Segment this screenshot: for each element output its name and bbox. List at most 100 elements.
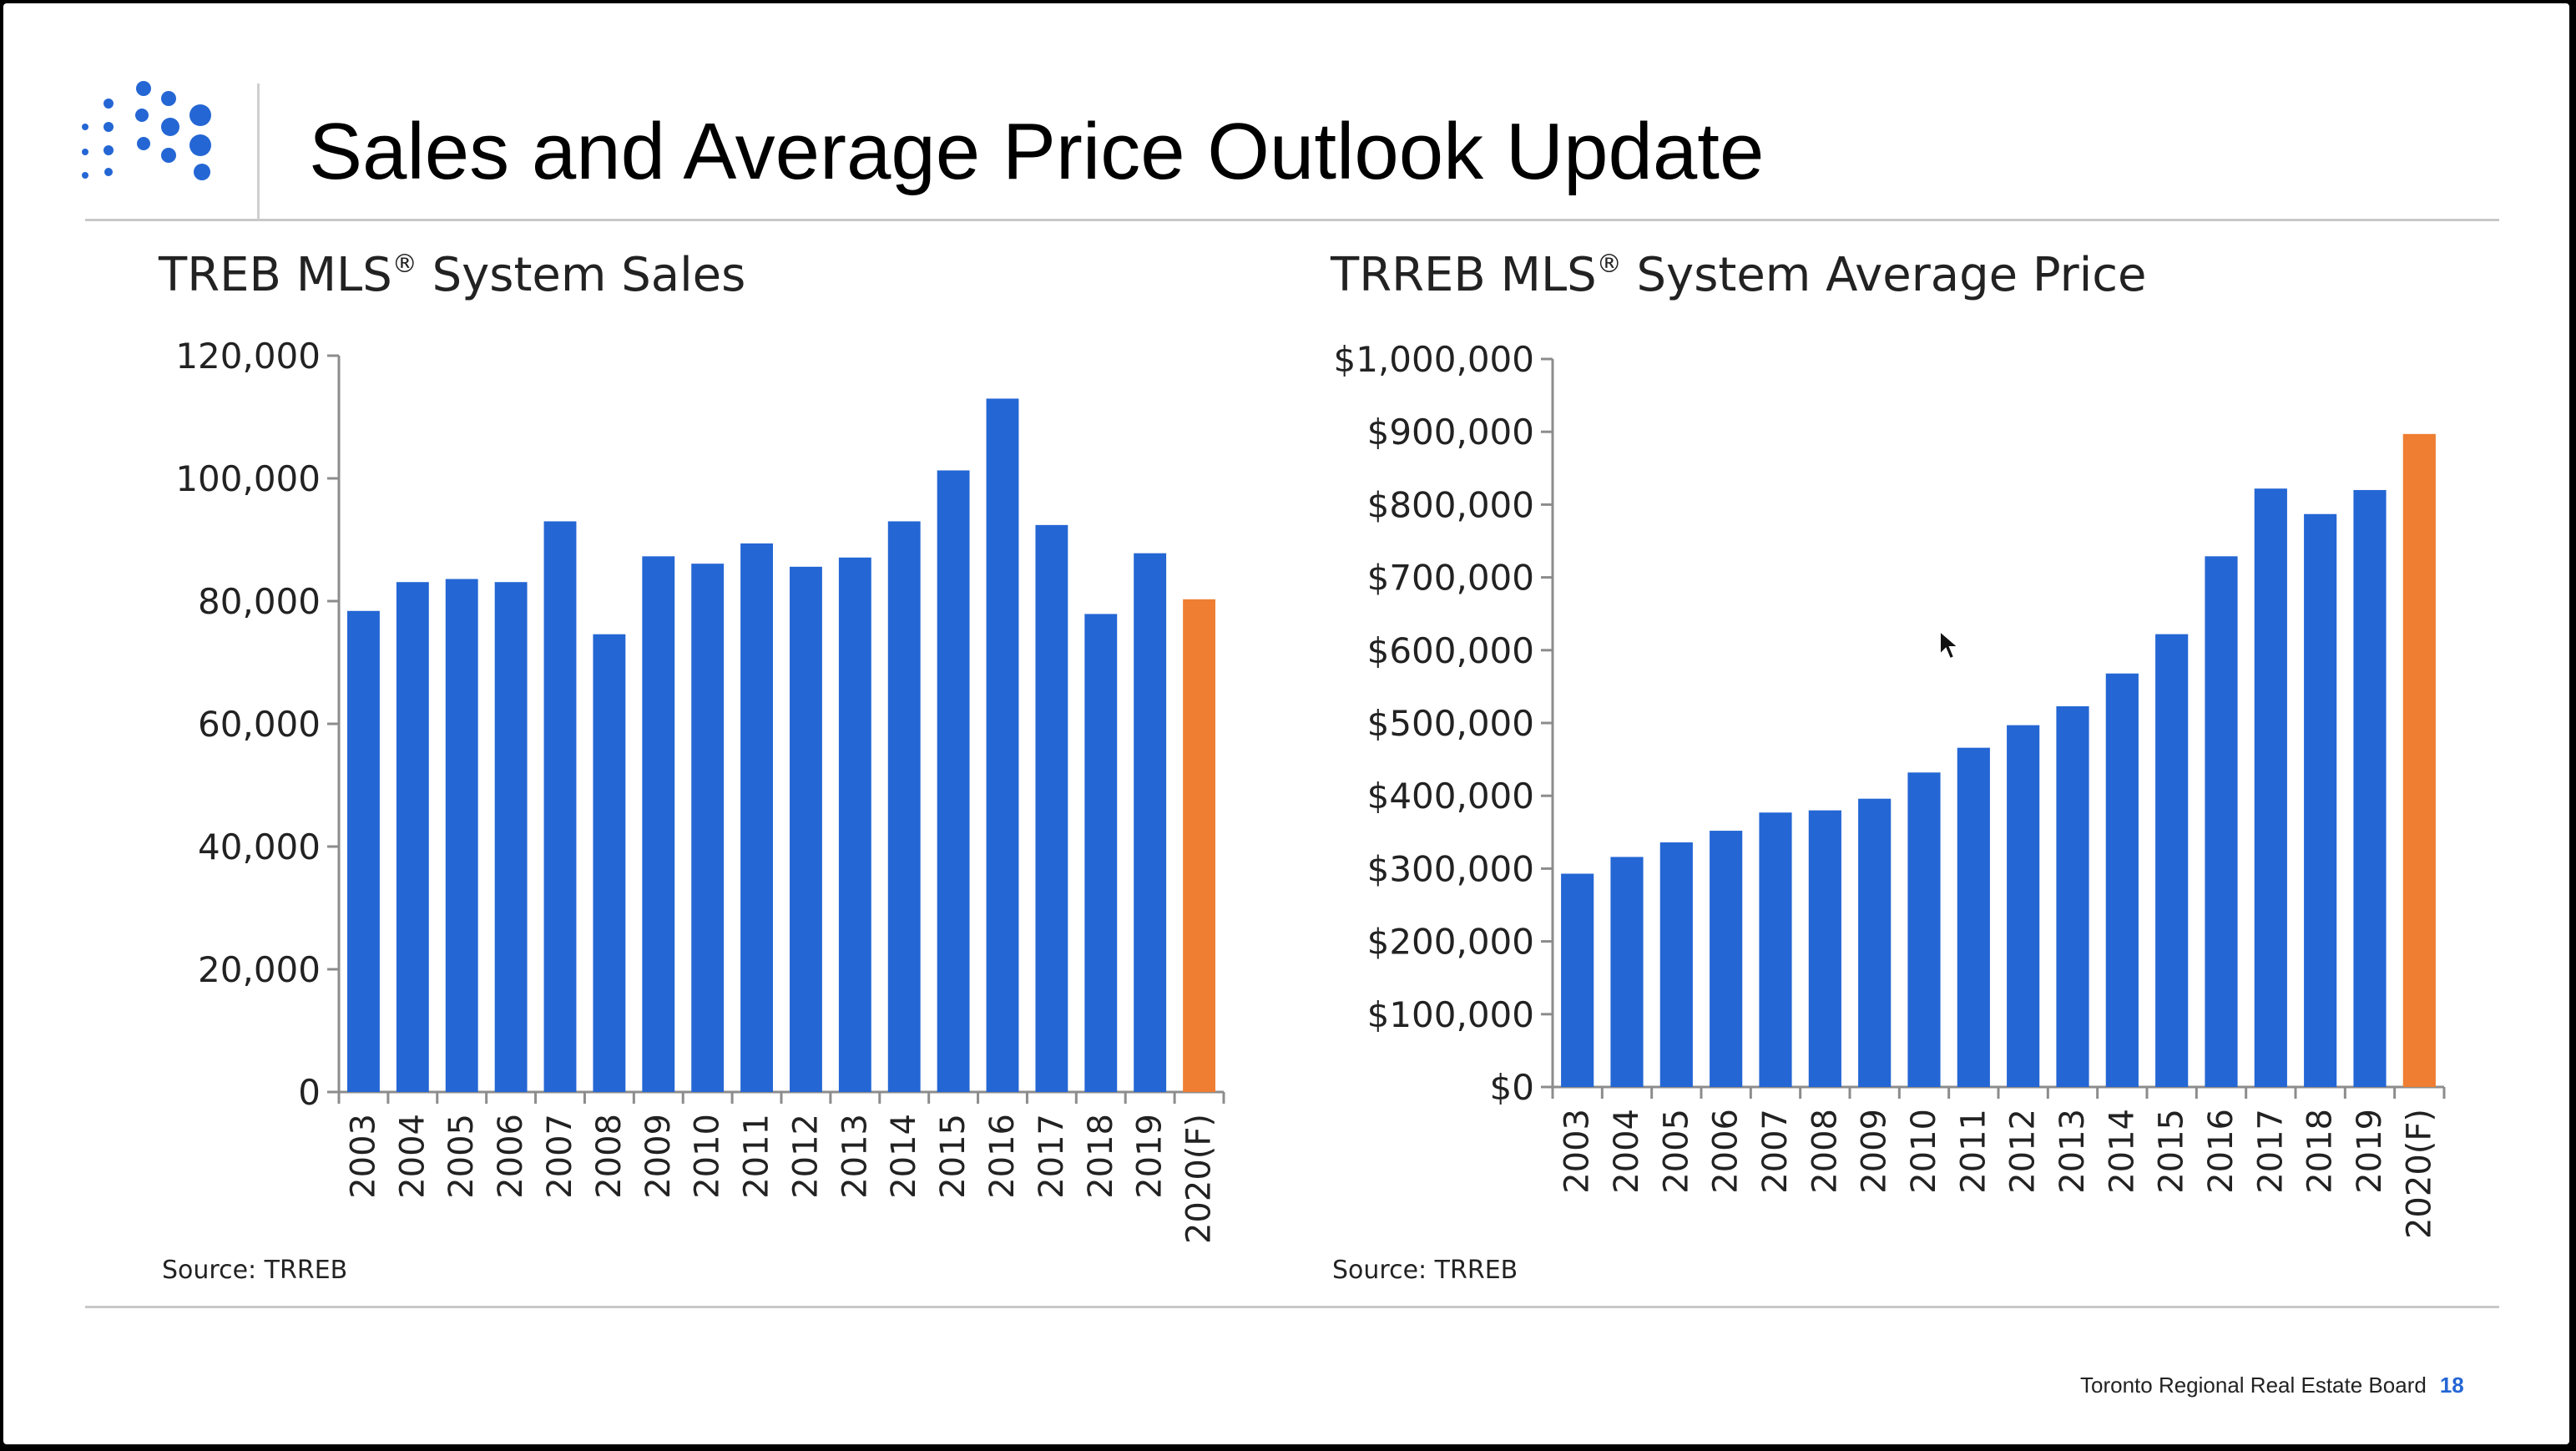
- sales-bar-2019: [1134, 553, 1167, 1092]
- sales-x-tick-label: 2019: [1131, 1114, 1169, 1199]
- price-chart-title-rest: System Average Price: [1621, 248, 2147, 302]
- sales-chart-title-main: TREB MLS: [159, 248, 392, 302]
- footer-organization: Toronto Regional Real Estate Board: [2080, 1373, 2427, 1398]
- sales-chart-title: TREB MLS® System Sales: [159, 252, 745, 299]
- sales-bar-2003: [347, 610, 380, 1092]
- sales-bar-2015: [937, 470, 970, 1092]
- dot-grid-logo-icon: [82, 81, 211, 180]
- sales-x-tick-label: 2005: [442, 1114, 481, 1199]
- price-bar-2018: [2304, 513, 2337, 1087]
- sales-y-tick-label: 120,000: [175, 336, 321, 377]
- price-x-tick-label: 2009: [1856, 1109, 1894, 1194]
- price-bar-2016: [2205, 556, 2238, 1087]
- price-y-tick-label: $700,000: [1367, 558, 1534, 599]
- sales-y-tick-label: 20,000: [198, 949, 321, 990]
- sales-bar-2004: [396, 582, 429, 1092]
- price-bar-2017: [2254, 488, 2287, 1087]
- sales-bar-2012: [790, 566, 822, 1092]
- price-x-tick-label: 2019: [2351, 1109, 2389, 1194]
- sales-x-tick-label: 2013: [836, 1114, 874, 1199]
- sales-bar-2011: [740, 543, 773, 1092]
- page-number: 18: [2439, 1373, 2464, 1398]
- sales-bar-2010: [691, 564, 725, 1092]
- price-y-tick-label: $0: [1490, 1067, 1534, 1108]
- price-x-tick-label: 2014: [2103, 1109, 2141, 1194]
- sales-x-tick-label: 2018: [1082, 1114, 1120, 1199]
- price-chart-title-main: TRREB MLS: [1331, 248, 1597, 302]
- price-x-tick-label: 2012: [2004, 1109, 2043, 1194]
- sales-x-tick-label: 2009: [639, 1114, 678, 1199]
- price-bar-2020(F): [2402, 433, 2436, 1087]
- price-bar-2005: [1659, 842, 1693, 1087]
- sales-x-tick-label: 2017: [1033, 1114, 1071, 1199]
- sales-bar-2013: [838, 557, 871, 1092]
- sales-x-tick-label: 2007: [541, 1114, 579, 1199]
- price-bar-2007: [1759, 812, 1792, 1087]
- price-x-tick-label: 2006: [1707, 1109, 1745, 1194]
- sales-chart-title-rest: System Sales: [417, 248, 746, 302]
- title-divider: [85, 219, 2499, 221]
- sales-bar-2018: [1084, 614, 1118, 1092]
- price-x-tick-label: 2017: [2251, 1109, 2290, 1194]
- sales-x-tick-label: 2011: [738, 1114, 776, 1199]
- sales-x-tick-label: 2014: [885, 1114, 923, 1199]
- sales-bar-2009: [642, 556, 675, 1092]
- price-x-tick-label: 2005: [1657, 1109, 1695, 1194]
- sales-x-tick-label: 2012: [786, 1114, 825, 1199]
- price-bar-2009: [1858, 798, 1892, 1087]
- price-bar-2010: [1907, 772, 1941, 1087]
- price-y-tick-label: $800,000: [1367, 484, 1534, 525]
- sales-x-tick-label: 2015: [934, 1114, 972, 1199]
- sales-source-note: Source: TRREB: [162, 1256, 348, 1285]
- sales-bar-2006: [494, 582, 528, 1092]
- price-bar-2013: [2056, 705, 2089, 1087]
- sales-y-tick-label: 0: [298, 1072, 321, 1113]
- sales-x-tick-label: 2020(F): [1180, 1114, 1219, 1244]
- sales-y-tick-label: 60,000: [198, 704, 321, 745]
- price-bar-2015: [2155, 634, 2189, 1087]
- price-x-tick-label: 2020(F): [2400, 1109, 2438, 1239]
- price-y-tick-label: $600,000: [1367, 630, 1534, 671]
- price-x-tick-label: 2013: [2053, 1109, 2092, 1194]
- price-x-tick-label: 2015: [2153, 1109, 2191, 1194]
- sales-x-tick-label: 2016: [983, 1114, 1022, 1199]
- price-x-tick-label: 2008: [1806, 1109, 1844, 1194]
- price-bar-2019: [2353, 489, 2387, 1087]
- price-x-tick-label: 2016: [2202, 1109, 2240, 1194]
- sales-bar-2016: [986, 398, 1019, 1092]
- sales-bar-2014: [887, 521, 921, 1092]
- price-x-tick-label: 2018: [2301, 1109, 2340, 1194]
- price-x-tick-label: 2007: [1756, 1109, 1795, 1194]
- sales-x-tick-label: 2008: [590, 1114, 629, 1199]
- price-x-tick-label: 2011: [1954, 1109, 1993, 1194]
- price-y-tick-label: $400,000: [1367, 776, 1534, 817]
- title-separator: [257, 83, 260, 220]
- price-x-tick-label: 2004: [1608, 1109, 1646, 1194]
- price-bar-2008: [1808, 810, 1841, 1087]
- sales-x-tick-label: 2010: [689, 1114, 727, 1199]
- price-bar-2012: [2007, 725, 2040, 1087]
- footer: Toronto Regional Real Estate Board 18: [2080, 1373, 2464, 1398]
- sales-bar-2005: [445, 579, 478, 1092]
- sales-x-tick-label: 2006: [492, 1114, 530, 1199]
- price-y-tick-label: $900,000: [1367, 412, 1534, 452]
- price-bar-2003: [1561, 873, 1594, 1087]
- sales-x-tick-label: 2003: [344, 1114, 382, 1199]
- footer-divider: [85, 1306, 2499, 1308]
- price-y-tick-label: $200,000: [1367, 922, 1534, 963]
- price-y-tick-label: $500,000: [1367, 703, 1534, 744]
- sales-y-tick-label: 100,000: [175, 458, 321, 499]
- price-x-tick-label: 2010: [1905, 1109, 1943, 1194]
- sales-bar-chart: 0 20,000 40,000 60,000 80,000 100,000 120,000 2…: [175, 336, 1225, 1244]
- price-y-tick-label: $1,000,000: [1334, 339, 1534, 380]
- price-bar-2011: [1957, 747, 1990, 1087]
- price-chart-title-registered: ®: [1596, 250, 1622, 279]
- sales-y-tick-label: 40,000: [198, 827, 321, 867]
- sales-bar-2008: [593, 634, 626, 1092]
- sales-bar-2017: [1035, 524, 1068, 1092]
- price-y-tick-label: $100,000: [1367, 994, 1534, 1035]
- sales-x-tick-label: 2004: [393, 1114, 432, 1199]
- price-bar-2006: [1710, 831, 1743, 1087]
- sales-y-tick-label: 80,000: [198, 581, 321, 622]
- price-bar-chart: $0 $100,000 $200,000 $300,000 $400,000 $500,0…: [1334, 339, 2446, 1239]
